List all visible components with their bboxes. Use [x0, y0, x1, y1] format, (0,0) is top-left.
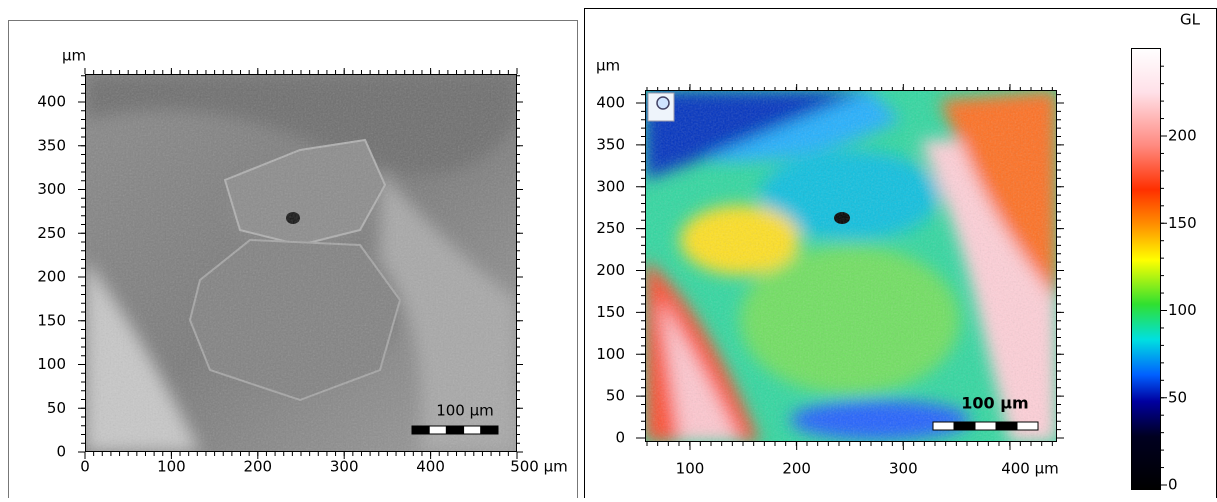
y-tick-label: 250 [37, 224, 66, 242]
right-y-unit: µm [596, 57, 620, 75]
color-bar-title: GL [1180, 11, 1201, 29]
y-tick-label: 150 [596, 303, 625, 321]
y-tick-label: 400 [596, 94, 625, 112]
zoom-icon [657, 97, 669, 109]
x-tick-label: 100 [157, 458, 186, 476]
scale-segment [464, 426, 481, 434]
x-tick-label: 300 [330, 458, 359, 476]
scale-segment [975, 422, 996, 430]
x-tick-label: 400 [416, 458, 445, 476]
y-tick-label: 100 [37, 355, 66, 373]
false-color-image [645, 90, 1057, 442]
color-bar-tick-label: 50 [1168, 388, 1187, 406]
x-tick-label: 500 µm [510, 458, 568, 476]
left-y-unit: µm [62, 47, 86, 65]
y-tick-label: 0 [56, 443, 66, 461]
color-bar-tick-label: 0 [1168, 476, 1178, 494]
left-scale-label: 100 µm [436, 402, 494, 420]
x-tick-label: 0 [80, 458, 90, 476]
y-tick-label: 200 [37, 268, 66, 286]
y-tick-label: 300 [37, 180, 66, 198]
color-bar-tick-label: 200 [1168, 127, 1197, 145]
x-tick-label: 100 [676, 460, 705, 478]
y-tick-label: 250 [596, 219, 625, 237]
scale-segment [429, 426, 446, 434]
color-bar-tick-label: 100 [1168, 301, 1197, 319]
x-tick-label: 300 [889, 460, 918, 478]
x-tick-label: 200 [782, 460, 811, 478]
screen: µm 100 µm µm 100 µm GL 0 50 100 150 200 250 30… [0, 0, 1217, 498]
scale-segment [996, 422, 1017, 430]
y-tick-label: 50 [606, 387, 625, 405]
right-scale-label: 100 µm [961, 394, 1028, 413]
x-tick-label: 200 [243, 458, 272, 476]
scale-segment [1017, 422, 1038, 430]
x-tick-label: 400 µm [1001, 460, 1059, 478]
y-tick-label: 200 [596, 261, 625, 279]
scale-segment [954, 422, 975, 430]
y-tick-label: 350 [596, 135, 625, 153]
scale-segment [412, 426, 429, 434]
y-tick-label: 350 [37, 136, 66, 154]
y-tick-label: 50 [47, 399, 66, 417]
y-tick-label: 0 [615, 429, 625, 447]
scale-segment [933, 422, 954, 430]
y-tick-label: 400 [37, 93, 66, 111]
scale-segment [481, 426, 498, 434]
left-scale-bar [412, 426, 498, 434]
sem-image [85, 74, 517, 452]
color-bar-tick-label: 150 [1168, 214, 1197, 232]
color-bar [1132, 49, 1161, 490]
y-tick-label: 100 [596, 345, 625, 363]
right-scale-bar [933, 422, 1038, 430]
scale-segment [446, 426, 463, 434]
y-tick-label: 300 [596, 177, 625, 195]
y-tick-label: 150 [37, 311, 66, 329]
